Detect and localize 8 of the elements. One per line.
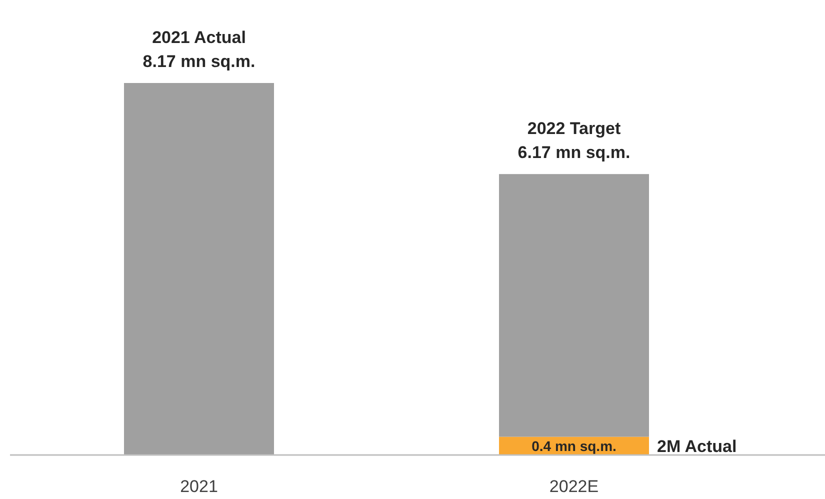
data-label: 0.4 mn sq.m. bbox=[532, 438, 616, 454]
total-label: 8.17 mn sq.m. bbox=[142, 52, 256, 71]
x-tick-label: 2022E bbox=[549, 477, 599, 496]
annotation: 2021 Actual bbox=[152, 28, 246, 47]
annotation: 2M Actual bbox=[657, 436, 737, 456]
x-tick-label: 2021 bbox=[180, 477, 218, 496]
total-label: 6.17 mn sq.m. bbox=[518, 143, 630, 162]
annotation: 2022 Target bbox=[527, 119, 621, 138]
